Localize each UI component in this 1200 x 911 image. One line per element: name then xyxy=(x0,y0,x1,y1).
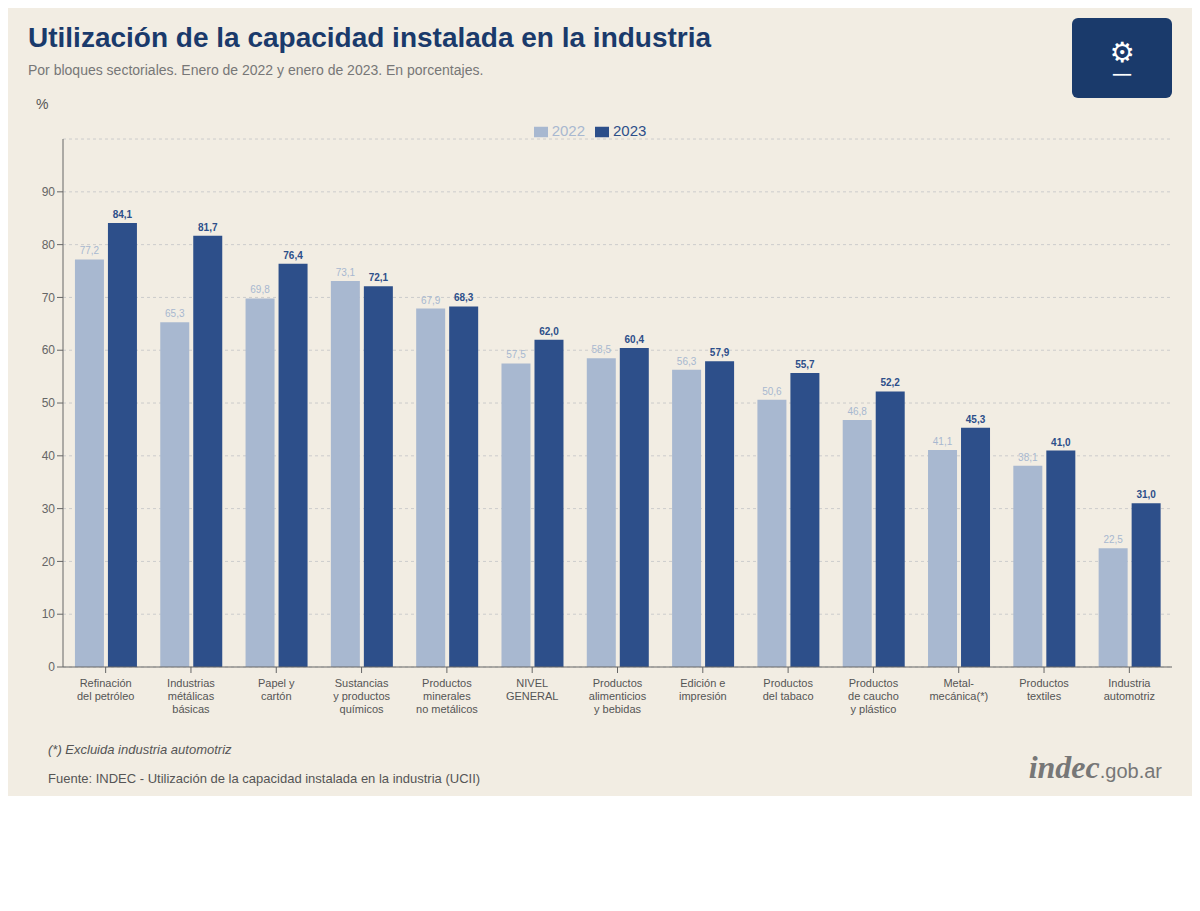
svg-text:Sustanciasy productosquímicos: Sustanciasy productosquímicos xyxy=(333,677,390,715)
svg-text:57,9: 57,9 xyxy=(710,347,730,358)
svg-text:NIVELGENERAL: NIVELGENERAL xyxy=(506,677,559,702)
svg-text:Edición eimpresión: Edición eimpresión xyxy=(679,677,727,702)
svg-text:Refinacióndel petróleo: Refinacióndel petróleo xyxy=(77,677,134,702)
svg-text:41,1: 41,1 xyxy=(933,436,953,447)
svg-text:52,2: 52,2 xyxy=(880,377,900,388)
html-text:indec.gob.ar: indec.gob.ar xyxy=(1028,749,1162,785)
svg-text:65,3: 65,3 xyxy=(165,308,185,319)
svg-text:56,3: 56,3 xyxy=(677,356,697,367)
svg-text:60: 60 xyxy=(42,343,56,357)
svg-text:22,5: 22,5 xyxy=(1103,534,1123,545)
html-text:2023: 2023 xyxy=(613,122,647,139)
svg-text:38,1: 38,1 xyxy=(1018,452,1038,463)
svg-text:90: 90 xyxy=(42,185,56,199)
svg-text:76,4: 76,4 xyxy=(283,250,303,261)
svg-text:0: 0 xyxy=(48,660,55,674)
svg-text:Productosdel tabaco: Productosdel tabaco xyxy=(763,677,814,702)
svg-text:Papel ycartón: Papel ycartón xyxy=(258,677,295,702)
svg-text:20: 20 xyxy=(42,555,56,569)
html-text:(*) Excluida industria automot: (*) Excluida industria automotriz xyxy=(48,742,232,757)
svg-text:31,0: 31,0 xyxy=(1136,489,1156,500)
svg-text:69,8: 69,8 xyxy=(250,284,270,295)
html-text:2022: 2022 xyxy=(551,122,585,139)
svg-text:Industriaautomotriz: Industriaautomotriz xyxy=(1104,677,1155,702)
svg-text:70: 70 xyxy=(42,291,56,305)
svg-text:Metal-mecánica(*): Metal-mecánica(*) xyxy=(929,677,988,702)
svg-text:10: 10 xyxy=(42,607,56,621)
svg-text:80: 80 xyxy=(42,238,56,252)
svg-text:67,9: 67,9 xyxy=(421,295,441,306)
svg-text:73,1: 73,1 xyxy=(336,267,356,278)
svg-text:40: 40 xyxy=(42,449,56,463)
svg-text:77,2: 77,2 xyxy=(80,245,100,256)
svg-text:81,7: 81,7 xyxy=(198,222,218,233)
svg-text:72,1: 72,1 xyxy=(369,272,389,283)
svg-text:50,6: 50,6 xyxy=(762,386,782,397)
svg-text:55,7: 55,7 xyxy=(795,359,815,370)
svg-text:46,8: 46,8 xyxy=(847,406,867,417)
svg-text:45,3: 45,3 xyxy=(966,414,986,425)
svg-text:68,3: 68,3 xyxy=(454,292,474,303)
svg-text:60,4: 60,4 xyxy=(625,334,645,345)
html-text:Utilización de la capacidad in: Utilización de la capacidad instalada en… xyxy=(28,22,712,53)
svg-text:Productostextiles: Productostextiles xyxy=(1019,677,1069,702)
svg-text:41,0: 41,0 xyxy=(1051,437,1071,448)
svg-text:30: 30 xyxy=(42,502,56,516)
svg-text:50: 50 xyxy=(42,396,56,410)
svg-text:57,5: 57,5 xyxy=(506,349,526,360)
html-text:Fuente: INDEC - Utilización de: Fuente: INDEC - Utilización de la capaci… xyxy=(48,771,481,786)
svg-text:Industriasmétálicasbásicas: Industriasmétálicasbásicas xyxy=(167,677,215,715)
svg-text:Productosde cauchoy plástico: Productosde cauchoy plástico xyxy=(848,677,899,715)
svg-text:Productosalimenticiosy bebidas: Productosalimenticiosy bebidas xyxy=(589,677,647,715)
svg-text:58,5: 58,5 xyxy=(592,344,612,355)
svg-text:84,1: 84,1 xyxy=(113,209,133,220)
svg-text:62,0: 62,0 xyxy=(539,326,559,337)
html-text:Por bloques sectoriales. Enero: Por bloques sectoriales. Enero de 2022 y… xyxy=(28,62,484,78)
svg-text:Productosmineralesno metálicos: Productosmineralesno metálicos xyxy=(416,677,478,715)
